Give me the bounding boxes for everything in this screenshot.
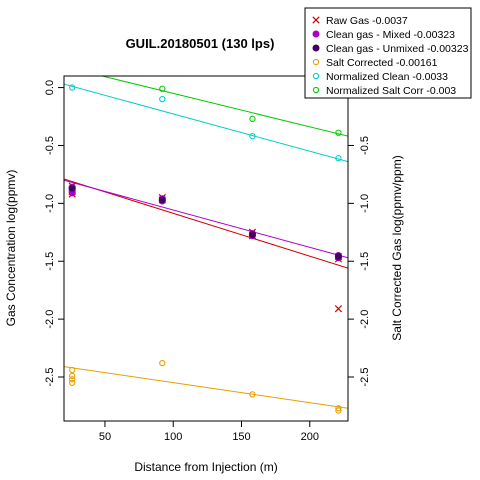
- y-right-tick-label: -2.0: [359, 310, 371, 329]
- data-point: [159, 96, 166, 103]
- fit-line-series-3: [64, 366, 348, 409]
- legend-label: Normalized Salt Corr -0.003: [326, 85, 456, 97]
- legend-marker: [312, 30, 320, 38]
- y-tick-label: 0.0: [44, 80, 56, 95]
- data-point: [248, 231, 256, 239]
- fit-line-series-5: [102, 76, 348, 137]
- y-tick-label: -0.5: [44, 136, 56, 155]
- y-tick-label: -1.5: [44, 252, 56, 271]
- data-point: [334, 253, 342, 261]
- legend-marker: [312, 44, 320, 52]
- y-tick-label: -2.5: [44, 368, 56, 387]
- data-point: [69, 379, 76, 386]
- series-3-points: [69, 359, 342, 414]
- data-point: [249, 115, 256, 122]
- legend-label: Clean gas - Mixed -0.00323: [326, 29, 455, 41]
- x-tick-label: 50: [99, 431, 111, 443]
- data-point: [69, 372, 76, 379]
- series-4-points: [69, 84, 342, 162]
- legend-label: Raw Gas -0.0037: [326, 15, 408, 27]
- data-point: [69, 366, 76, 374]
- data-point: [68, 184, 76, 192]
- y-axis-left: 0.0 -0.5 -1.0 -1.5 -2.0 -2.5: [44, 80, 64, 387]
- data-point-stroke-b: [334, 305, 343, 313]
- data-point: [69, 376, 76, 383]
- legend-label: Clean gas - Unmixed -0.00323: [326, 43, 469, 55]
- data-point: [69, 84, 76, 91]
- legend: Raw Gas -0.0037 Clean gas - Mixed -0.0032…: [304, 7, 472, 99]
- data-markers: [68, 84, 343, 414]
- fit-line-series-4: [64, 83, 348, 163]
- legend-label: Salt Corrected -0.00161: [326, 57, 438, 69]
- legend-box: [304, 7, 472, 99]
- data-point: [159, 359, 166, 367]
- data-point: [158, 196, 166, 204]
- x-tick-label: 150: [232, 431, 250, 443]
- y-right-tick-label: -0.5: [359, 136, 371, 155]
- fit-line-series-0: [64, 178, 348, 269]
- series-5-points: [159, 85, 342, 136]
- chart-title: GUIL.20180501 (130 lps): [126, 36, 275, 51]
- data-point: [334, 305, 343, 313]
- y-right-tick-label: -2.5: [359, 368, 371, 387]
- data-point: [249, 133, 256, 140]
- x-axis: 50 100 150 200: [99, 421, 319, 443]
- x-tick-label: 200: [301, 431, 319, 443]
- legend-marker: [312, 72, 320, 80]
- data-point: [335, 155, 342, 162]
- data-point: [159, 85, 166, 92]
- y-tick-label: -1.0: [44, 194, 56, 213]
- legend-marker: [312, 58, 320, 66]
- series-2-points: [68, 184, 342, 261]
- data-point: [335, 407, 342, 414]
- legend-marker: [312, 86, 320, 94]
- data-point: [335, 129, 342, 136]
- data-point: [249, 391, 256, 398]
- y-axis-right-title: Salt Corrected Gas log(ppmv/ppm): [390, 155, 404, 340]
- fit-lines: [64, 76, 348, 409]
- plot-frame: [63, 75, 349, 422]
- y-tick-label: -2.0: [44, 310, 56, 329]
- y-axis-title: Gas Concentration log(ppmv): [4, 170, 18, 327]
- data-point: [335, 405, 342, 412]
- legend-marker: [312, 16, 320, 24]
- legend-label: Normalized Clean -0.0033: [326, 71, 448, 83]
- y-right-tick-label: -1.0: [359, 194, 371, 213]
- x-tick-label: 100: [164, 431, 182, 443]
- fit-line-series-1: [64, 179, 348, 259]
- legend-marker-stroke-b: [312, 16, 320, 24]
- y-axis-right: -0.5 -1.0 -1.5 -2.0 -2.5: [348, 136, 371, 387]
- x-axis-title: Distance from Injection (m): [134, 460, 277, 474]
- y-right-tick-label: -1.5: [359, 252, 371, 271]
